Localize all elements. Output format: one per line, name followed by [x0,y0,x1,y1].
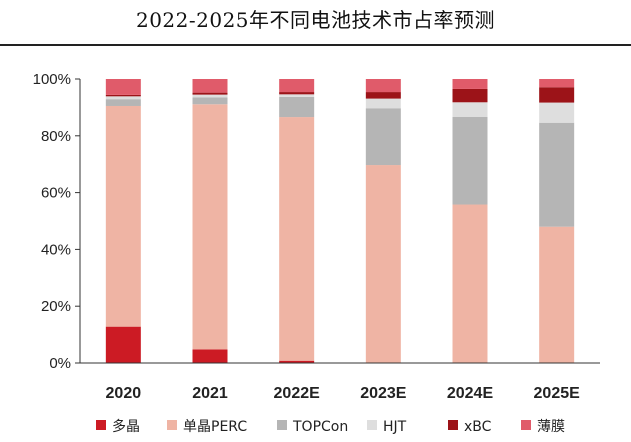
bar-segment [279,94,315,97]
bar-segment [279,92,315,95]
bar-segment [539,102,575,123]
bar-segment [192,94,228,98]
legend-swatch [277,420,287,430]
bar-segment [105,99,141,106]
bar-segment [365,108,401,166]
bar-segment [105,326,141,363]
bar-stack [192,79,228,363]
y-axis: 0% 20% 40% 60% 80% 100% [33,71,81,372]
bar-stack [105,79,141,363]
bar-segment [452,116,488,205]
legend-item: HJT [367,419,407,435]
legend-label: xBC [464,419,492,435]
title-divider [0,44,631,46]
bar-segment [192,79,228,93]
legend-item: xBC [448,419,492,435]
bar-segment [539,79,575,88]
bar-segment [365,98,401,109]
legend-label: 薄膜 [537,419,565,435]
legend-label: 多晶 [112,418,140,435]
legend-swatch [448,420,458,430]
x-tick-label: 2025E [534,385,581,402]
bar-segment [452,88,488,103]
bar-segment [192,97,228,105]
legend-swatch [96,420,106,430]
bar-segment [452,204,488,363]
legend-swatch [521,420,531,430]
bar-segment [279,360,315,363]
y-tick-label: 60% [41,185,71,202]
x-tick-label: 2020 [106,385,142,402]
legend-swatch [367,420,377,430]
bar-segment [452,102,488,117]
bar-stacks [105,79,575,363]
bar-stack [539,79,575,363]
bar-segment [105,79,141,95]
bar-stack [365,79,401,363]
bar-segment [105,96,141,100]
x-tick-label: 2021 [192,385,228,402]
y-tick-label: 80% [41,128,71,145]
x-tick-label: 2023E [360,385,407,402]
bar-segment [105,94,141,97]
legend-item: 薄膜 [521,419,565,435]
bar-segment [539,226,575,363]
x-tick-label: 2024E [447,385,494,402]
bar-segment [539,87,575,103]
bar-segment [192,349,228,363]
legend-label: HJT [383,419,407,435]
y-tick-label: 20% [41,298,71,315]
bar-segment [279,96,315,118]
bar-segment [365,92,401,99]
legend-item: TOPCon [277,419,348,435]
legend: 多晶 单晶PERC TOPCon HJT xBC 薄膜 [96,418,565,435]
chart-title: 2022-2025年不同电池技术市占率预测 [135,8,496,32]
bar-segment [452,79,488,89]
x-tick-label: 2022E [274,385,321,402]
bar-stack [279,79,315,363]
bar-segment [365,79,401,93]
legend-swatch [167,420,177,430]
bar-stack [452,79,488,363]
y-tick-label: 40% [41,241,71,258]
bar-segment [365,165,401,363]
y-tick-label: 100% [33,71,71,88]
x-axis: 2020 2021 2022E 2023E 2024E 2025E [80,362,600,402]
bar-segment [105,105,141,327]
y-tick-label: 0% [49,355,71,372]
bar-segment [279,117,315,361]
legend-item: 单晶PERC [167,419,247,435]
bar-segment [192,92,228,95]
legend-label: 单晶PERC [183,419,247,435]
legend-item: 多晶 [96,418,140,435]
bar-segment [539,122,575,227]
bar-segment [279,79,315,93]
bar-segment [192,104,228,350]
legend-label: TOPCon [292,419,348,435]
